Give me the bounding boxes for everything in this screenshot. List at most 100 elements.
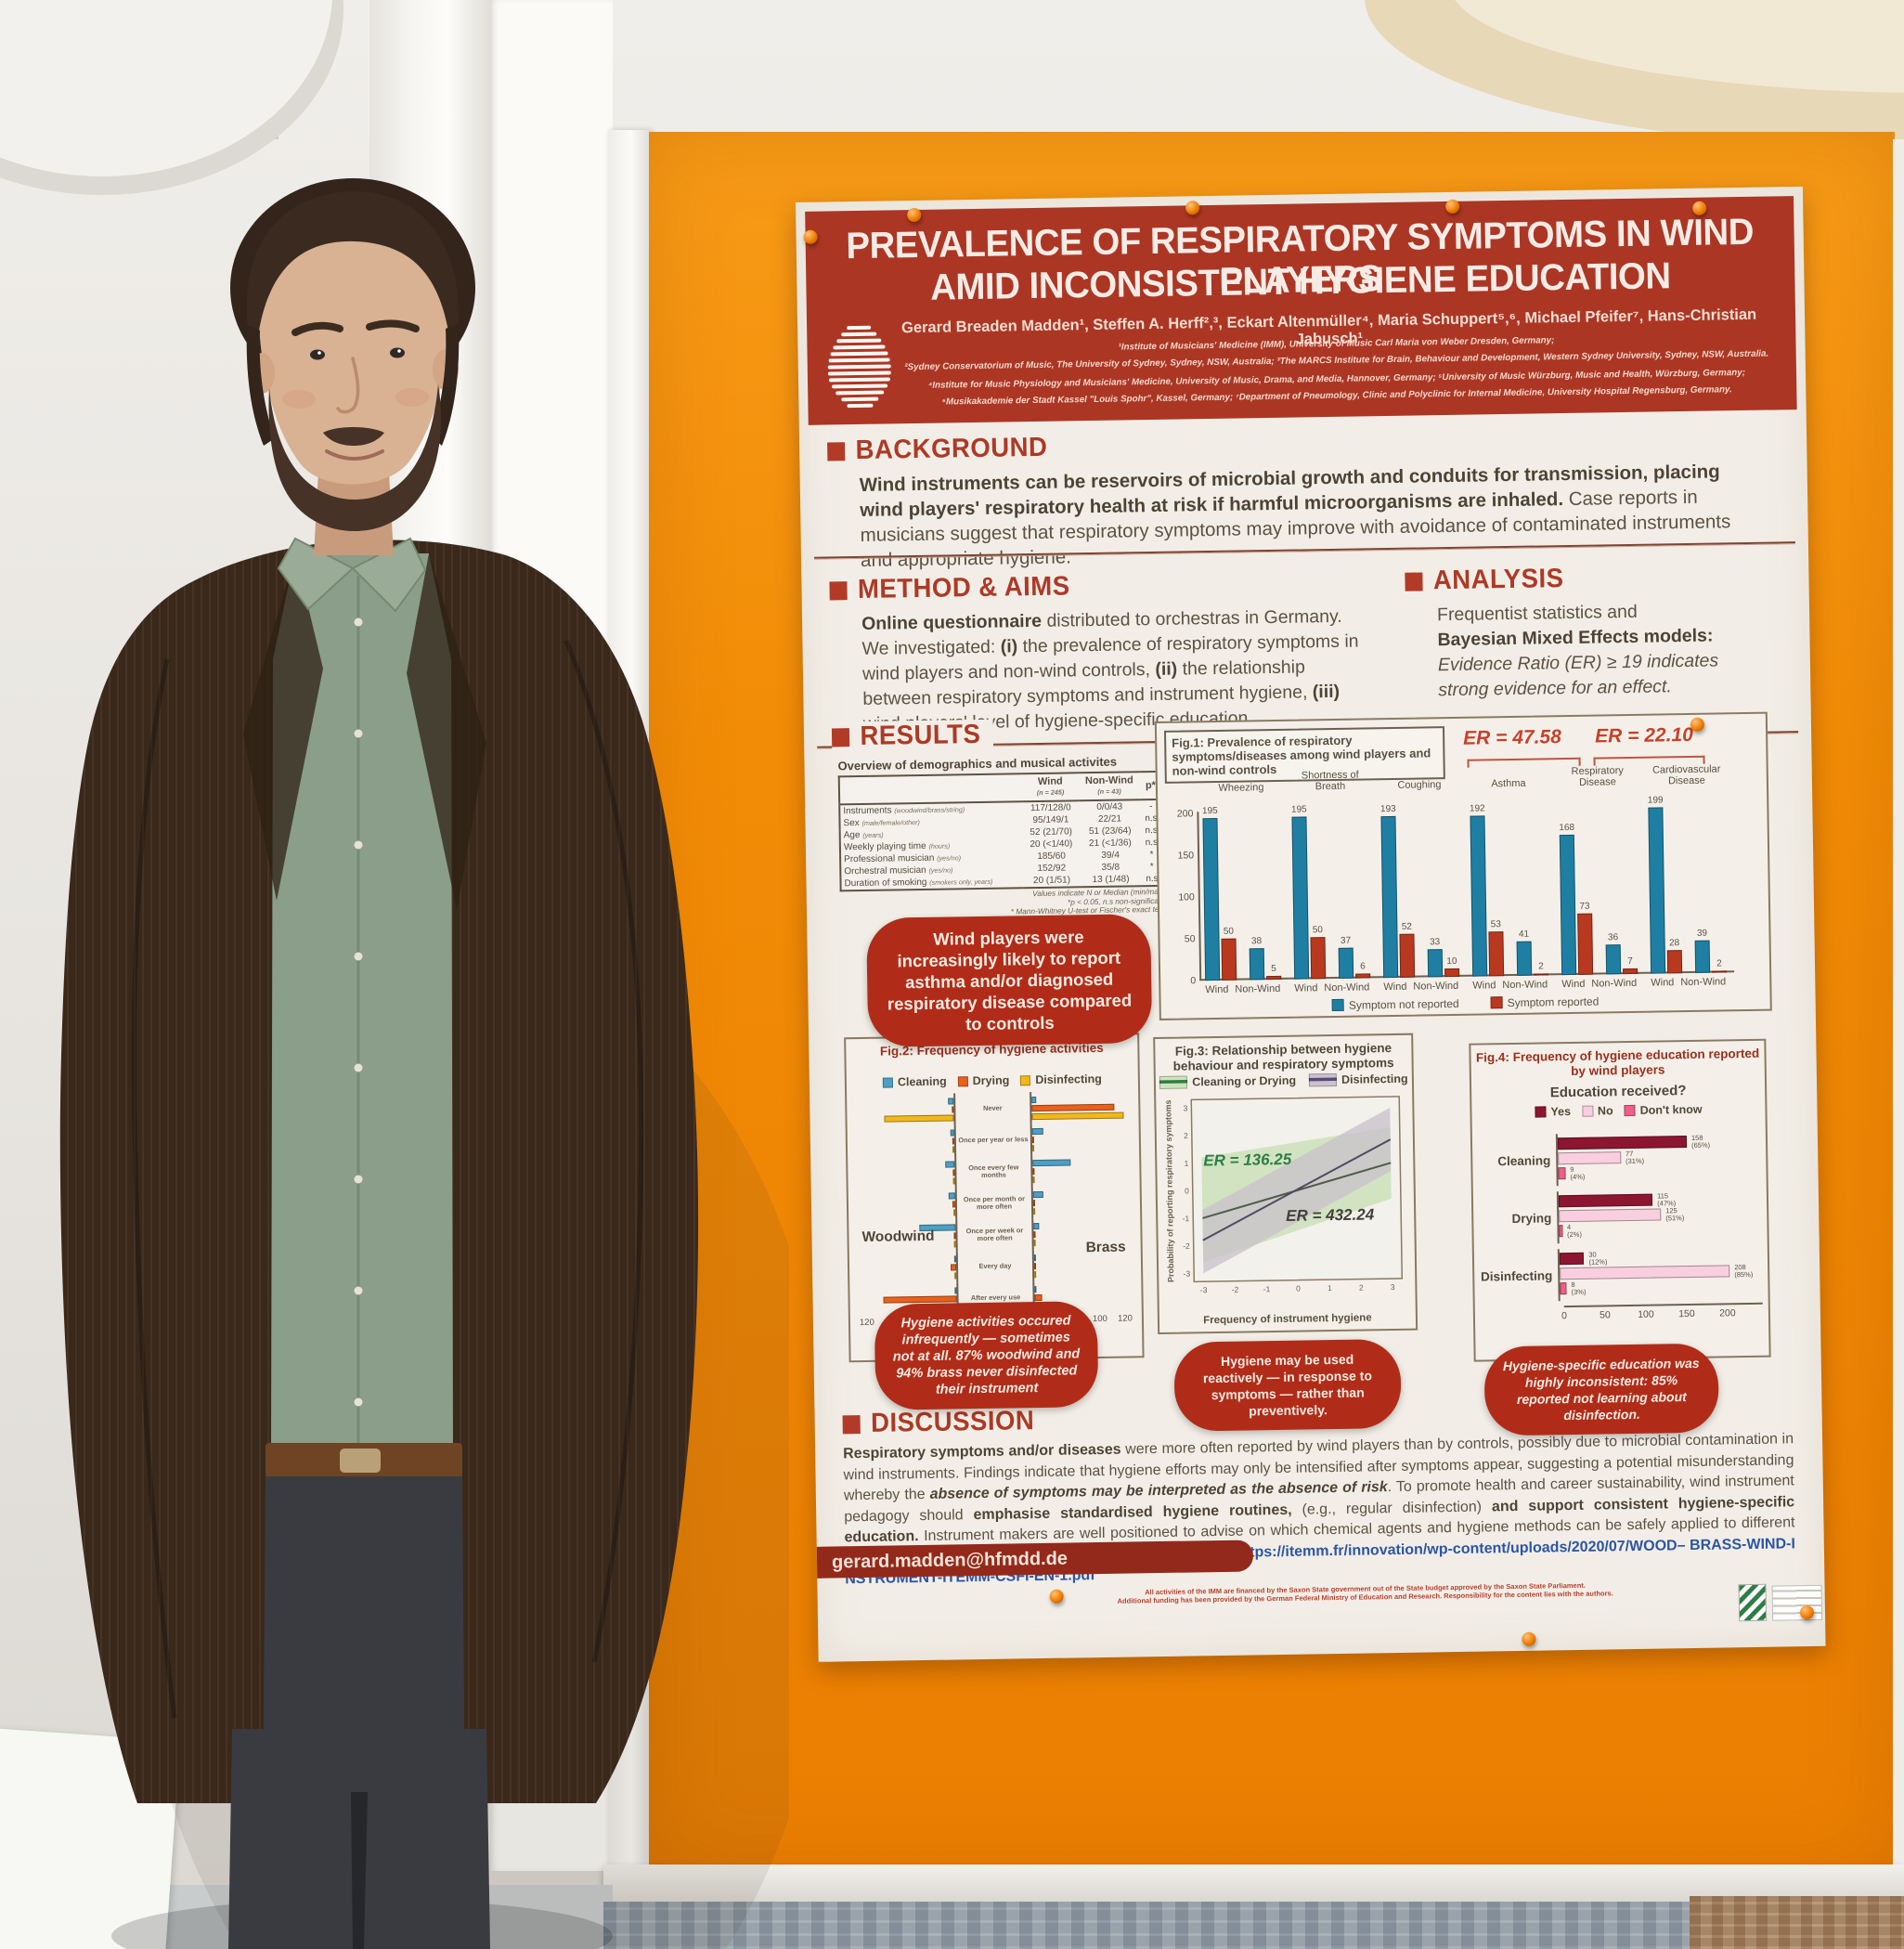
jacket-lapel xyxy=(243,553,323,901)
bar xyxy=(1560,1282,1567,1295)
method-heading: METHOD & AIMS xyxy=(829,571,1070,605)
svg-text:1: 1 xyxy=(1328,1283,1332,1293)
footer-logo-1 xyxy=(1738,1583,1768,1622)
figure-3-title: Fig.3: Relationship between hygiene beha… xyxy=(1172,1041,1394,1073)
section-bullet xyxy=(1405,572,1423,591)
figure-3-legend: Cleaning or Drying Disinfecting xyxy=(1156,1072,1412,1089)
svg-text:3: 3 xyxy=(1391,1282,1395,1292)
bar xyxy=(1623,968,1638,975)
figure-1-panel: Fig.1: Prevalence of respiratory symptom… xyxy=(1154,711,1772,1020)
bar xyxy=(1444,968,1460,978)
figure-4-subtitle: Education received? xyxy=(1549,1083,1687,1101)
svg-text:-2: -2 xyxy=(1183,1241,1190,1251)
woodwind-label: Woodwind xyxy=(861,1228,935,1246)
person-standing xyxy=(59,178,789,1949)
svg-text:0: 0 xyxy=(1185,1186,1189,1195)
push-pin xyxy=(1049,1589,1064,1604)
figure-2-callout: Hygiene activities occured infrequently … xyxy=(874,1301,1099,1410)
bar xyxy=(1291,815,1310,980)
method-text: Online questionnaire distributed to orch… xyxy=(861,605,1365,734)
figure-4-callout: Hygiene-specific education was highly in… xyxy=(1483,1343,1719,1436)
beard xyxy=(268,384,442,531)
bar xyxy=(1559,1208,1662,1223)
eye xyxy=(390,347,405,358)
bar xyxy=(1534,973,1549,976)
bar xyxy=(1221,938,1237,981)
push-pin xyxy=(1522,1631,1536,1646)
bar xyxy=(1266,975,1282,981)
analysis-heading: ANALYSIS xyxy=(1405,564,1564,597)
imm-logo xyxy=(825,318,894,415)
figure-2-chart: Never Once per year or less Once every few… xyxy=(854,1090,1134,1316)
svg-text:2: 2 xyxy=(1359,1283,1364,1293)
eyebrow xyxy=(291,321,343,336)
frequency-row: Once per year or less xyxy=(855,1122,1132,1158)
bar xyxy=(1310,937,1327,980)
figure-4-axis: 0 50 100 150 200 xyxy=(1561,1302,1764,1325)
research-poster: PREVALENCE OF RESPIRATORY SYMPTOMS IN WI… xyxy=(796,186,1826,1662)
figure-4-title: Fig.4: Frequency of hygiene education re… xyxy=(1475,1046,1760,1078)
figure-3-panel: Fig.3: Relationship between hygiene beha… xyxy=(1153,1033,1418,1335)
education-row: Drying 115 (47%) 125 (51%) 4 (2%) xyxy=(1479,1186,1762,1248)
section-bullet xyxy=(831,728,850,747)
section-bullet xyxy=(829,581,848,601)
bar xyxy=(1488,931,1505,977)
discussion-heading: DISCUSSION xyxy=(842,1406,1035,1439)
svg-text:3: 3 xyxy=(1184,1103,1188,1112)
figure-1-chart: 195 50 38 5 195 50 37 6 193 52 33 10 192 53 41 2 168 73 36… xyxy=(1197,795,1735,981)
frequency-row: Once per month or more often xyxy=(856,1185,1133,1221)
svg-text:ER = 432.24: ER = 432.24 xyxy=(1286,1205,1375,1224)
belt-buckle xyxy=(340,1449,381,1473)
figure-1-legend: Symptom not reported Symptom reported xyxy=(1161,993,1770,1015)
board-frame-right xyxy=(1893,139,1904,1879)
shirt-collar xyxy=(351,537,427,613)
brass-label: Brass xyxy=(1085,1239,1126,1256)
figure-2-legend: Cleaning Drying Disinfecting xyxy=(847,1072,1138,1089)
svg-text:Probability of reporting respi: Probability of reporting respiratory sym… xyxy=(1163,1099,1175,1282)
eyebrow xyxy=(366,319,420,332)
bar xyxy=(1558,1151,1622,1165)
svg-text:1: 1 xyxy=(1184,1159,1188,1168)
background-heading: BACKGROUND xyxy=(827,433,1048,467)
svg-text:2: 2 xyxy=(1184,1131,1188,1140)
svg-text:-3: -3 xyxy=(1200,1285,1208,1294)
figure-4-panel: Fig.4: Frequency of hygiene education re… xyxy=(1469,1038,1771,1362)
shirt xyxy=(271,553,453,1450)
frequency-row: Once every few months xyxy=(855,1153,1132,1189)
bar xyxy=(1666,949,1683,974)
figure-4-legend: Yes No Don't know xyxy=(1471,1102,1765,1120)
jacket-lapel xyxy=(407,553,486,910)
education-row: Disinfecting 30 (12%) 208 (85%) 8 (3%) xyxy=(1480,1243,1763,1306)
bar xyxy=(1470,815,1488,977)
eye xyxy=(310,349,325,360)
mosaic-floor xyxy=(603,1902,1690,1949)
svg-text:-1: -1 xyxy=(1183,1214,1190,1223)
section-bullet xyxy=(842,1415,861,1435)
bar xyxy=(1380,816,1399,979)
er-bracket xyxy=(1467,757,1581,768)
poster-title-band: PREVALENCE OF RESPIRATORY SYMPTOMS IN WI… xyxy=(805,196,1797,425)
svg-text:-2: -2 xyxy=(1232,1285,1239,1294)
education-row: Cleaning 158 (65%) 77 (31%) 9 (4%) xyxy=(1478,1128,1761,1190)
demographics-table: Wind (n = 245) Non-Wind (n = 43) p* Instrumen… xyxy=(837,770,1165,892)
er-annotation: ER = 22.10 xyxy=(1594,723,1693,747)
bar xyxy=(1557,1136,1688,1150)
analysis-text: Frequentist statistics and Bayesian Mixe… xyxy=(1436,601,1724,701)
bar xyxy=(1399,933,1416,978)
bar xyxy=(1712,970,1728,973)
shirt-collar xyxy=(277,537,355,611)
nose xyxy=(336,357,360,414)
table-col-header: Wind (n = 245) xyxy=(1021,773,1080,802)
bar xyxy=(1558,1167,1566,1180)
results-heading: RESULTS xyxy=(831,719,993,753)
face xyxy=(258,197,450,485)
bar xyxy=(1355,972,1371,979)
bar xyxy=(1559,1252,1585,1266)
bar xyxy=(1559,1225,1563,1238)
table-col-header: Non-Wind (n = 43) xyxy=(1078,772,1141,801)
svg-text:-1: -1 xyxy=(1263,1284,1271,1293)
bar xyxy=(1558,1193,1653,1208)
bar xyxy=(1560,1265,1730,1280)
results-callout: Wind players were increasingly likely to… xyxy=(866,914,1153,1047)
